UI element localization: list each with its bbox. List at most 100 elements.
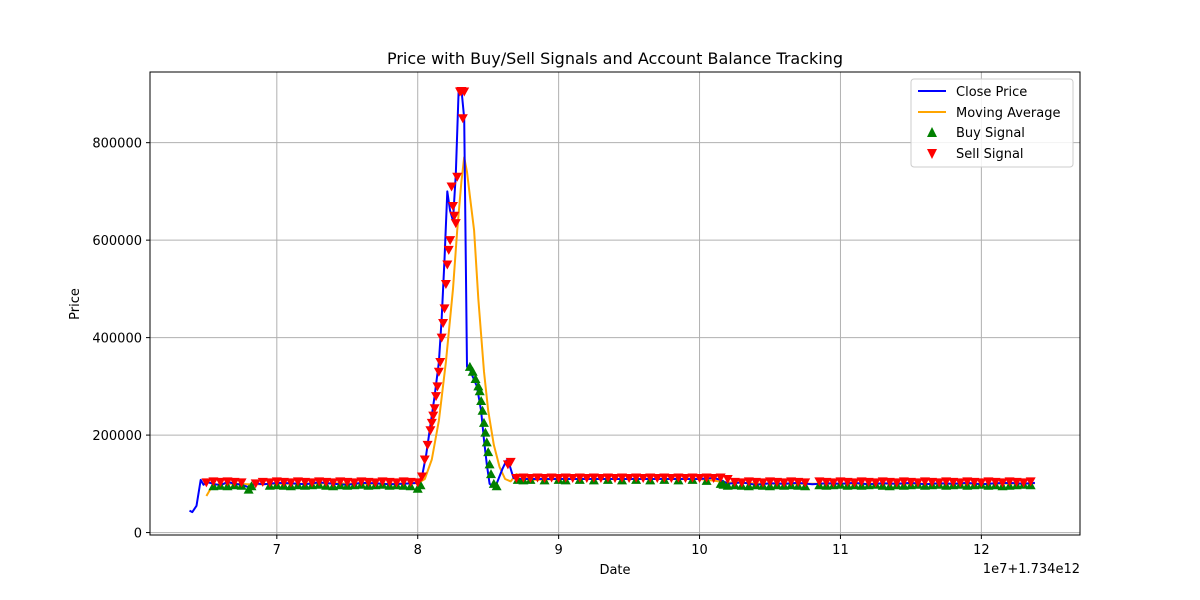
sell-signal-marker: [1018, 478, 1029, 488]
sell-signal-marker: [786, 477, 797, 487]
sell-signal-marker: [976, 478, 987, 488]
sell-signal-marker: [314, 477, 325, 487]
sell-signal-marker: [610, 473, 620, 483]
sell-signal-marker: [431, 392, 442, 402]
sell-signal-marker: [800, 478, 811, 488]
sell-signal-marker: [877, 477, 888, 487]
sell-signal-marker: [863, 477, 874, 487]
sell-signal-marker: [300, 477, 310, 487]
sell-signal-marker: [680, 473, 691, 483]
sell-signal-marker: [849, 478, 860, 488]
sell-signal-marker: [560, 473, 571, 483]
sell-signal-marker: [525, 473, 536, 483]
sell-signal-marker: [779, 478, 790, 488]
sell-signal-marker: [920, 477, 930, 487]
x-axis-offset-label: 1e7+1.734e12: [983, 562, 1080, 577]
sell-signal-marker: [624, 473, 635, 483]
sell-signal-marker: [328, 478, 339, 488]
sell-signal-marker: [969, 477, 980, 487]
sell-signal-marker: [617, 473, 628, 483]
sell-signal-marker: [278, 477, 289, 487]
sell-signal-marker: [257, 477, 268, 487]
sell-signal-marker: [229, 477, 240, 487]
legend: Close Price Moving Average Buy Signal Se…: [910, 78, 1074, 168]
sell-signal-marker: [729, 477, 740, 487]
sell-signal-marker: [271, 477, 282, 487]
sell-signal-marker: [673, 473, 684, 483]
sell-signal-marker: [208, 477, 219, 487]
sell-signal-marker: [532, 473, 543, 483]
sell-signal-marker: [349, 478, 360, 488]
sell-signal-marker: [687, 473, 698, 483]
y-axis-ticks: 0 200000 400000 600000 800000: [92, 137, 150, 542]
sell-signal-marker: [574, 473, 585, 483]
sell-signal-marker: [750, 477, 761, 487]
x-tick-label: 9: [554, 543, 562, 558]
sell-signal-marker: [567, 473, 578, 483]
legend-buy-signal-label: Buy Signal: [956, 126, 1025, 141]
sell-signal-marker: [428, 411, 439, 421]
buy-signal-marker: [474, 386, 485, 396]
x-tick-label: 11: [832, 543, 849, 558]
sell-signal-marker: [828, 478, 839, 488]
sell-signal-marker: [553, 473, 564, 483]
sell-signal-marker: [264, 478, 275, 488]
legend-moving-average-label: Moving Average: [956, 106, 1060, 121]
sell-signal-marker: [370, 478, 381, 488]
sell-signal-marker: [356, 477, 367, 487]
sell-signal-marker: [432, 382, 443, 392]
sell-signal-marker: [602, 473, 613, 483]
sell-signal-marker: [814, 477, 825, 487]
sell-signal-marker: [1025, 477, 1036, 487]
sell-signal-marker: [391, 478, 402, 488]
x-axis-ticks: 7 8 9 10 11 12: [273, 535, 990, 558]
sell-signal-marker: [927, 477, 938, 487]
sell-signal-marker: [342, 477, 353, 487]
buy-signal-marker: [478, 417, 489, 427]
sell-signal-marker: [438, 318, 449, 328]
sell-signal-marker: [292, 477, 303, 487]
sell-signal-marker: [595, 473, 606, 483]
legend-close-price-label: Close Price: [956, 85, 1027, 100]
sell-signal-marker: [440, 280, 451, 290]
sell-signal-marker: [997, 478, 1008, 488]
buy-signal-marker: [477, 405, 488, 415]
y-tick-label: 400000: [92, 332, 142, 347]
sell-signal-marker: [384, 477, 395, 487]
sell-signal-markers: [201, 87, 1036, 489]
legend-box: [910, 78, 1074, 168]
sell-signal-marker: [363, 477, 374, 487]
sell-signal-marker: [442, 260, 453, 270]
sell-signal-marker: [821, 477, 832, 487]
sell-signal-marker: [652, 473, 663, 483]
buy-signal-marker: [476, 395, 487, 405]
sell-signal-marker: [236, 478, 247, 488]
sell-signal-marker: [934, 478, 945, 488]
chart-title: Price with Buy/Sell Signals and Account …: [387, 49, 843, 68]
sell-signal-marker: [701, 473, 712, 483]
sell-signal-marker: [433, 367, 444, 377]
buy-signal-marker: [470, 374, 481, 384]
sell-signal-marker: [447, 202, 458, 212]
sell-signal-marker: [891, 478, 902, 488]
buy-signal-marker: [483, 447, 494, 457]
sell-signal-marker: [422, 440, 433, 450]
sell-signal-marker: [429, 404, 440, 414]
sell-signal-marker: [948, 477, 959, 487]
sell-signal-marker: [307, 478, 318, 488]
y-axis-label: Price: [68, 288, 83, 320]
sell-signal-marker: [546, 473, 557, 483]
sell-signal-marker: [446, 182, 457, 192]
sell-signal-marker: [511, 473, 522, 483]
sell-signal-marker: [412, 478, 423, 488]
sell-signal-marker: [449, 211, 460, 221]
sell-signal-marker: [215, 477, 226, 487]
sell-signal-marker: [708, 473, 719, 483]
sell-signal-marker: [588, 473, 599, 483]
sell-signal-marker: [285, 478, 296, 488]
sell-signal-marker: [694, 473, 705, 483]
sell-signal-marker: [439, 304, 450, 314]
buy-signal-marker: [722, 480, 733, 490]
buy-signal-marker: [246, 481, 257, 491]
